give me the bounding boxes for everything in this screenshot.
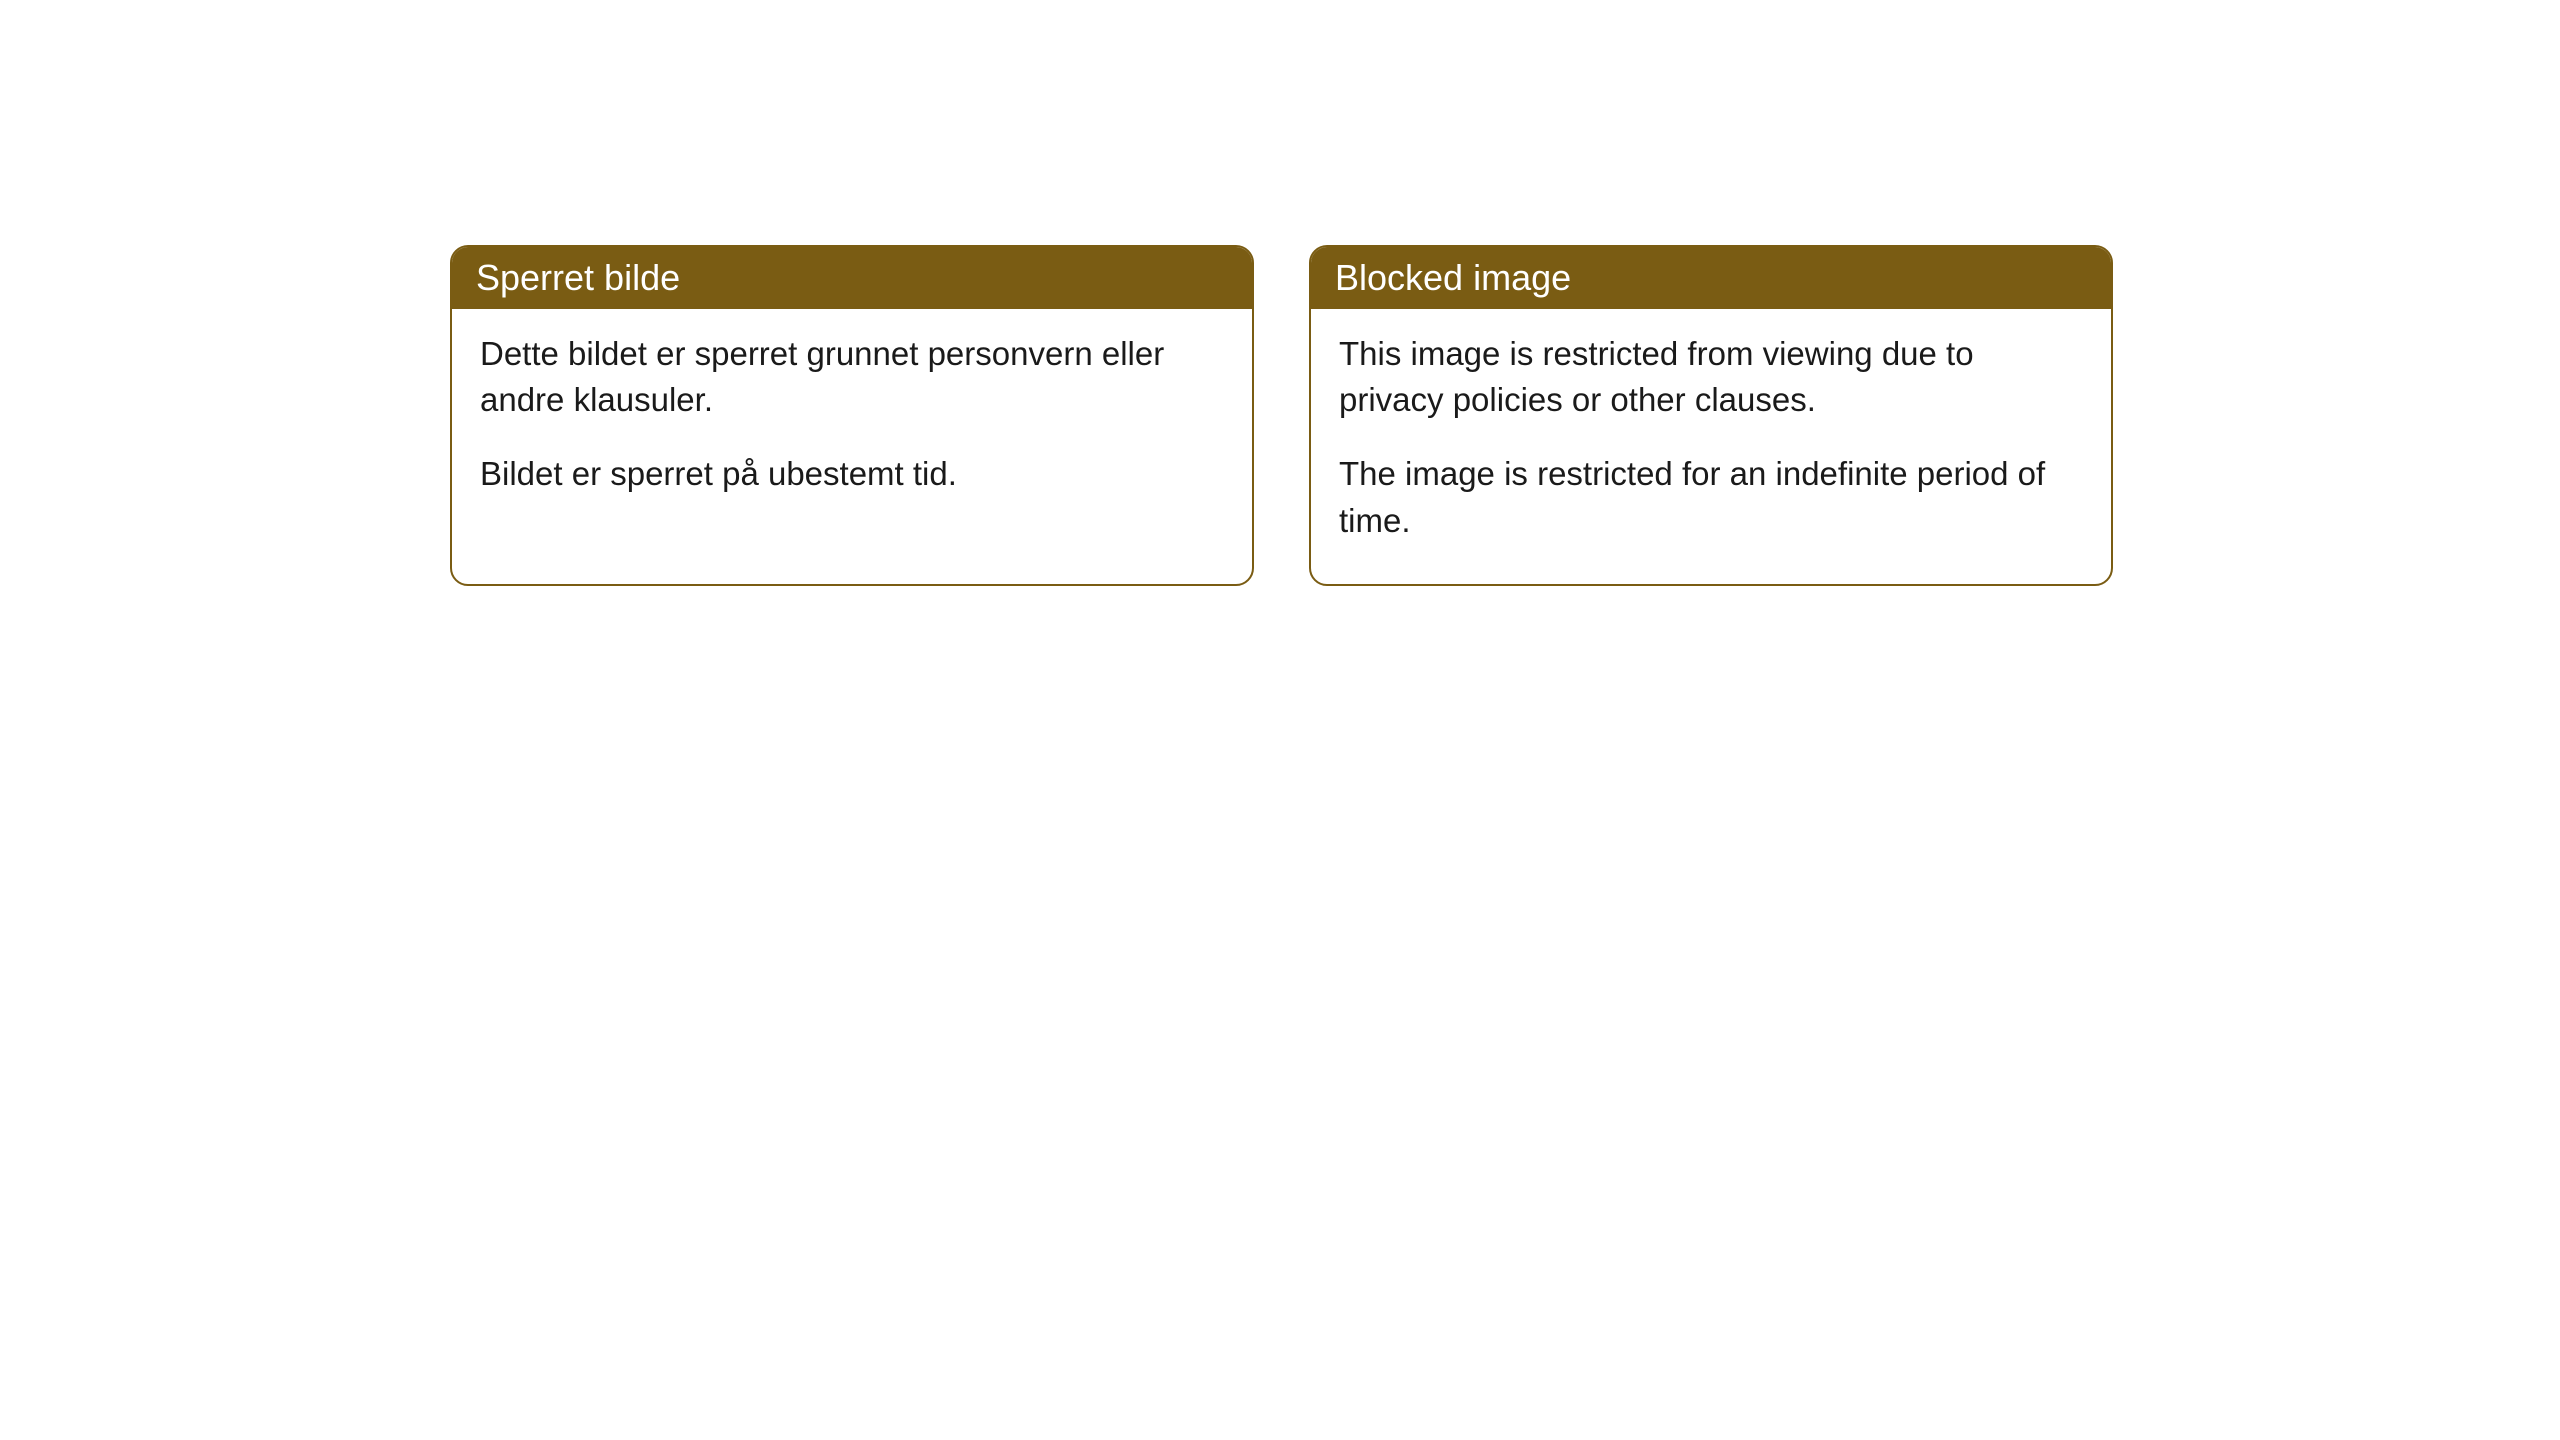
notice-card-english: Blocked image This image is restricted f… (1309, 245, 2113, 586)
card-paragraph: Bildet er sperret på ubestemt tid. (480, 451, 1224, 497)
card-paragraph: Dette bildet er sperret grunnet personve… (480, 331, 1224, 423)
card-paragraph: This image is restricted from viewing du… (1339, 331, 2083, 423)
notice-cards-container: Sperret bilde Dette bildet er sperret gr… (450, 245, 2560, 586)
card-body: Dette bildet er sperret grunnet personve… (452, 309, 1252, 538)
card-title: Sperret bilde (476, 257, 680, 298)
card-title: Blocked image (1335, 257, 1571, 298)
card-header: Sperret bilde (452, 247, 1252, 309)
notice-card-norwegian: Sperret bilde Dette bildet er sperret gr… (450, 245, 1254, 586)
card-body: This image is restricted from viewing du… (1311, 309, 2111, 584)
card-paragraph: The image is restricted for an indefinit… (1339, 451, 2083, 543)
card-header: Blocked image (1311, 247, 2111, 309)
